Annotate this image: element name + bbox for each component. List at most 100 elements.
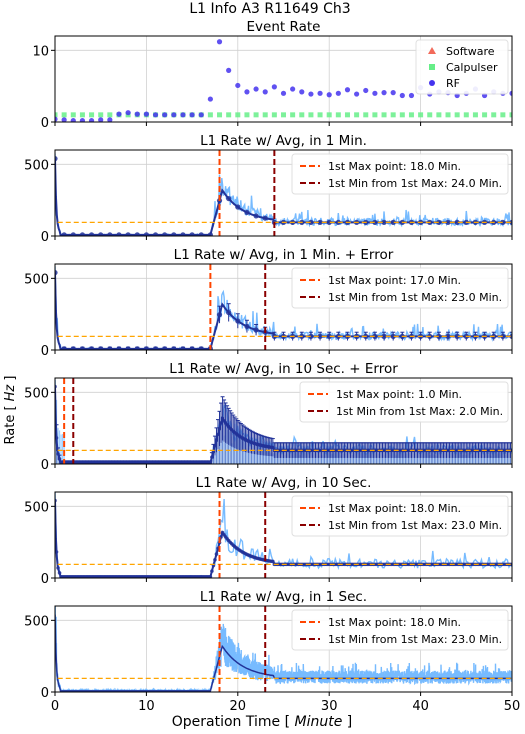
avg-point — [152, 346, 159, 350]
avg-point — [253, 327, 259, 333]
rf-point — [207, 96, 213, 102]
calpulser-point — [445, 112, 451, 118]
rf-point — [143, 111, 149, 117]
calpulser-point — [79, 112, 85, 118]
avg-point — [308, 219, 314, 225]
x-tick-label: 40 — [412, 699, 429, 714]
calpulser-point — [454, 112, 460, 118]
panel-1: Event Rate 0 10 Software Calpulser RF — [32, 19, 513, 131]
avg-point — [445, 333, 451, 339]
rf-point — [189, 112, 195, 118]
y-tick-label: 0 — [41, 344, 49, 359]
calpulser-point — [89, 112, 95, 118]
avg-point — [226, 195, 232, 202]
avg-point — [244, 209, 250, 216]
avg-point — [180, 232, 186, 236]
rf-point — [280, 90, 287, 96]
avg-point — [171, 346, 177, 350]
rf-marker — [429, 80, 435, 86]
avg-point — [208, 575, 213, 578]
avg-point — [262, 215, 268, 221]
x-tick-label: 30 — [321, 699, 338, 714]
avg-point — [143, 232, 149, 236]
avg-point — [219, 421, 223, 425]
avg-point — [210, 455, 214, 459]
calpulser-point — [244, 112, 250, 118]
rf-point — [326, 92, 332, 98]
legend: 1st Max point: 18.0 Min. 1st Min from 1st… — [291, 153, 509, 195]
calpulser-point — [482, 112, 488, 118]
calpulser-point — [372, 112, 378, 118]
avg-point — [317, 219, 323, 225]
panels: Event Rate 0 10 Software Calpulser RF L1 Rate … — [24, 19, 520, 714]
panel-title: L1 Rate w/ Avg, in 10 Sec. + Error — [169, 361, 398, 377]
avg-point — [116, 346, 122, 350]
rf-point — [317, 90, 323, 96]
calpulser-point — [217, 112, 223, 118]
panel-title: L1 Rate w/ Avg, in 10 Sec. — [196, 475, 372, 491]
panel-title: L1 Rate w/ Avg, in 1 Min. — [200, 133, 367, 149]
avg-point — [500, 333, 506, 339]
y-tick-label: 500 — [24, 158, 49, 173]
avg-point — [56, 452, 60, 456]
rf-point — [79, 117, 86, 122]
legend: 1st Max point: 18.0 Min. 1st Min from 1st… — [291, 495, 509, 537]
y-tick-label: 500 — [24, 614, 49, 629]
rf-point — [335, 90, 341, 96]
rf-point — [98, 117, 104, 122]
calpulser-point — [98, 112, 104, 118]
avg-point — [445, 219, 451, 225]
avg-point — [372, 333, 378, 339]
legend-box — [415, 39, 509, 95]
calpulser-point — [500, 112, 506, 118]
avg-point — [134, 232, 140, 236]
y-tick-label: 0 — [41, 116, 49, 131]
avg-point — [125, 232, 131, 236]
rf-point — [262, 89, 268, 95]
plot-area — [55, 606, 512, 692]
calpulser-point — [262, 112, 268, 118]
plot-area — [55, 39, 512, 122]
avg-point — [107, 346, 113, 350]
legend: 1st Max point: 17.0 Min. 1st Min from 1st… — [291, 267, 509, 309]
avg-point — [70, 232, 76, 236]
calpulser-point — [235, 112, 241, 118]
rf-point — [235, 82, 241, 89]
avg-point — [454, 219, 460, 225]
axes-frame — [54, 605, 513, 693]
min-legend-label: 1st Min from 1st Max: 23.0 Min. — [328, 519, 502, 532]
calpulser-point — [326, 112, 332, 118]
avg-point — [198, 232, 204, 236]
calpulser-point — [509, 112, 512, 118]
calpulser-point — [427, 112, 433, 118]
plot-area — [55, 264, 512, 350]
avg-point — [500, 219, 506, 225]
avg-point — [79, 346, 86, 350]
rf-point — [271, 84, 277, 90]
avg-point — [317, 333, 323, 339]
legend-box — [291, 495, 509, 537]
calpulser-marker — [429, 64, 435, 70]
axes-frame — [54, 35, 513, 123]
y-tick-label: 0 — [41, 572, 49, 587]
axes-frame — [54, 149, 513, 237]
calpulser-point — [299, 112, 305, 118]
avg-point — [61, 346, 67, 350]
calpulser-point — [226, 112, 232, 118]
rf-point — [308, 91, 314, 97]
max-legend-label: 1st Max point: 18.0 Min. — [328, 160, 461, 173]
calpulser-point — [390, 112, 396, 118]
rf-point — [226, 67, 232, 73]
panel-title: L1 Rate w/ Avg, in 1 Min. + Error — [174, 247, 394, 263]
rf-point — [55, 116, 58, 122]
calpulser-point — [308, 112, 314, 118]
rf-point — [253, 86, 259, 92]
legend: Software Calpulser RF — [415, 39, 509, 95]
rf-point — [509, 90, 512, 96]
rf-point — [399, 92, 405, 99]
y-axis-label: Rate [ Hz ] — [3, 376, 18, 445]
y-tick-label: 0 — [41, 686, 49, 701]
legend-label: RF — [446, 77, 460, 90]
legend-box — [291, 267, 509, 309]
rf-point — [88, 117, 95, 122]
